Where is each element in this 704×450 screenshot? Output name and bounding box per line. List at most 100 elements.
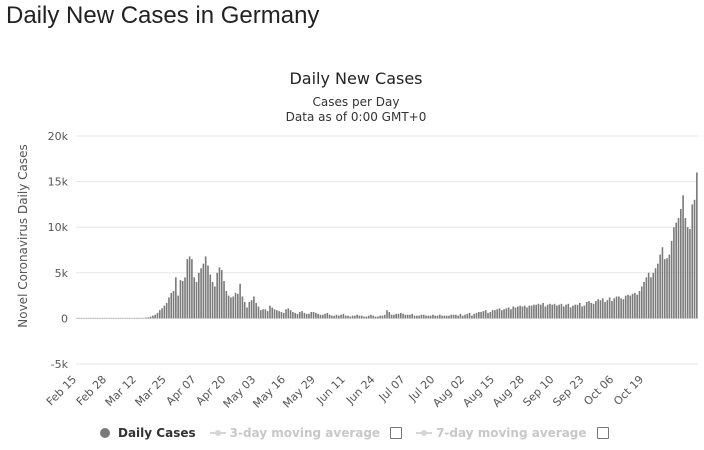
bar-daily-cases[interactable] xyxy=(363,316,365,319)
bar-daily-cases[interactable] xyxy=(179,280,182,319)
bar-daily-cases[interactable] xyxy=(360,315,363,319)
bar-daily-cases[interactable] xyxy=(652,272,655,319)
bar-daily-cases[interactable] xyxy=(94,317,97,319)
bar-daily-cases[interactable] xyxy=(452,314,455,319)
bar-daily-cases[interactable] xyxy=(218,267,221,319)
bar-daily-cases[interactable] xyxy=(209,274,212,319)
bar-daily-cases[interactable] xyxy=(468,312,471,319)
bar-daily-cases[interactable] xyxy=(246,307,248,319)
bar-daily-cases[interactable] xyxy=(618,296,620,319)
bar-daily-cases[interactable] xyxy=(507,307,510,319)
bar-daily-cases[interactable] xyxy=(340,314,342,319)
bar-daily-cases[interactable] xyxy=(230,297,232,319)
bar-daily-cases[interactable] xyxy=(227,295,230,319)
bar-daily-cases[interactable] xyxy=(517,306,519,319)
bar-daily-cases[interactable] xyxy=(370,314,372,319)
bar-daily-cases[interactable] xyxy=(287,308,290,319)
bar-daily-cases[interactable] xyxy=(565,304,567,319)
bar-daily-cases[interactable] xyxy=(220,270,223,319)
bar-daily-cases[interactable] xyxy=(638,291,641,319)
bar-daily-cases[interactable] xyxy=(124,317,127,319)
bar-daily-cases[interactable] xyxy=(533,304,535,319)
bar-daily-cases[interactable] xyxy=(519,305,521,319)
bar-daily-cases[interactable] xyxy=(138,317,140,319)
bar-daily-cases[interactable] xyxy=(523,305,526,319)
bar-daily-cases[interactable] xyxy=(186,259,189,319)
bar-daily-cases[interactable] xyxy=(395,313,397,319)
bar-daily-cases[interactable] xyxy=(494,310,496,319)
bar-daily-cases[interactable] xyxy=(677,218,680,319)
bar-daily-cases[interactable] xyxy=(250,300,253,319)
bar-daily-cases[interactable] xyxy=(684,218,687,319)
bar-daily-cases[interactable] xyxy=(686,227,689,319)
bar-daily-cases[interactable] xyxy=(679,208,682,319)
bar-daily-cases[interactable] xyxy=(627,294,629,319)
bar-daily-cases[interactable] xyxy=(264,309,267,319)
bar-daily-cases[interactable] xyxy=(129,317,131,319)
bar-daily-cases[interactable] xyxy=(666,258,668,319)
checkbox-3day-average[interactable] xyxy=(390,427,403,439)
bar-daily-cases[interactable] xyxy=(326,312,329,319)
bar-daily-cases[interactable] xyxy=(590,302,593,319)
bar-daily-cases[interactable] xyxy=(248,301,251,319)
bar-daily-cases[interactable] xyxy=(122,317,124,319)
bar-daily-cases[interactable] xyxy=(578,302,581,319)
bar-daily-cases[interactable] xyxy=(574,304,577,319)
bar-daily-cases[interactable] xyxy=(184,277,186,319)
bar-daily-cases[interactable] xyxy=(110,317,113,319)
bar-daily-cases[interactable] xyxy=(142,317,145,319)
bar-daily-cases[interactable] xyxy=(282,312,285,319)
bar-daily-cases[interactable] xyxy=(500,310,503,319)
bar-daily-cases[interactable] xyxy=(583,305,586,319)
bar-daily-cases[interactable] xyxy=(83,317,85,319)
bar-daily-cases[interactable] xyxy=(445,315,448,319)
bar-daily-cases[interactable] xyxy=(158,310,161,319)
bar-daily-cases[interactable] xyxy=(85,317,88,319)
bar-daily-cases[interactable] xyxy=(237,293,239,319)
bar-daily-cases[interactable] xyxy=(367,315,370,319)
checkbox-7day-average[interactable] xyxy=(596,427,609,439)
bar-daily-cases[interactable] xyxy=(356,314,358,319)
bar-daily-cases[interactable] xyxy=(514,307,517,319)
bar-daily-cases[interactable] xyxy=(553,303,556,319)
legend-item-7day-average[interactable]: 7-day moving average xyxy=(416,426,609,440)
bar-daily-cases[interactable] xyxy=(177,295,179,319)
bar-daily-cases[interactable] xyxy=(572,305,574,319)
bar-daily-cases[interactable] xyxy=(622,299,625,319)
bar-daily-cases[interactable] xyxy=(562,306,565,319)
bar-daily-cases[interactable] xyxy=(188,256,191,319)
bar-daily-cases[interactable] xyxy=(335,314,338,319)
bar-daily-cases[interactable] xyxy=(544,306,547,319)
bar-daily-cases[interactable] xyxy=(149,316,152,319)
bar-daily-cases[interactable] xyxy=(675,222,677,319)
bar-daily-cases[interactable] xyxy=(374,316,377,319)
bar-daily-cases[interactable] xyxy=(530,305,533,319)
bar-daily-cases[interactable] xyxy=(422,314,425,319)
bar-daily-cases[interactable] xyxy=(425,315,427,319)
bar-daily-cases[interactable] xyxy=(115,317,117,319)
bar-daily-cases[interactable] xyxy=(510,309,512,319)
bar-daily-cases[interactable] xyxy=(413,315,416,319)
bar-daily-cases[interactable] xyxy=(333,315,336,319)
bar-daily-cases[interactable] xyxy=(379,315,381,319)
bar-daily-cases[interactable] xyxy=(549,303,551,319)
bar-daily-cases[interactable] xyxy=(443,315,446,319)
bar-daily-cases[interactable] xyxy=(106,317,108,319)
bar-daily-cases[interactable] xyxy=(576,304,579,319)
bar-daily-cases[interactable] xyxy=(168,297,170,319)
bar-daily-cases[interactable] xyxy=(457,315,459,319)
bar-daily-cases[interactable] xyxy=(191,259,193,319)
bar-daily-cases[interactable] xyxy=(569,307,572,319)
bar-daily-cases[interactable] xyxy=(377,316,379,319)
legend-item-daily-cases[interactable]: Daily Cases xyxy=(100,426,196,440)
bar-daily-cases[interactable] xyxy=(78,317,81,319)
bar-daily-cases[interactable] xyxy=(448,315,450,319)
bar-daily-cases[interactable] xyxy=(103,317,106,319)
bar-daily-cases[interactable] xyxy=(505,308,508,319)
bar-daily-cases[interactable] xyxy=(480,312,482,319)
bar-daily-cases[interactable] xyxy=(645,277,648,319)
bar-daily-cases[interactable] xyxy=(204,256,207,319)
bar-daily-cases[interactable] xyxy=(301,311,303,319)
bar-daily-cases[interactable] xyxy=(241,296,244,319)
bar-daily-cases[interactable] xyxy=(108,317,111,319)
